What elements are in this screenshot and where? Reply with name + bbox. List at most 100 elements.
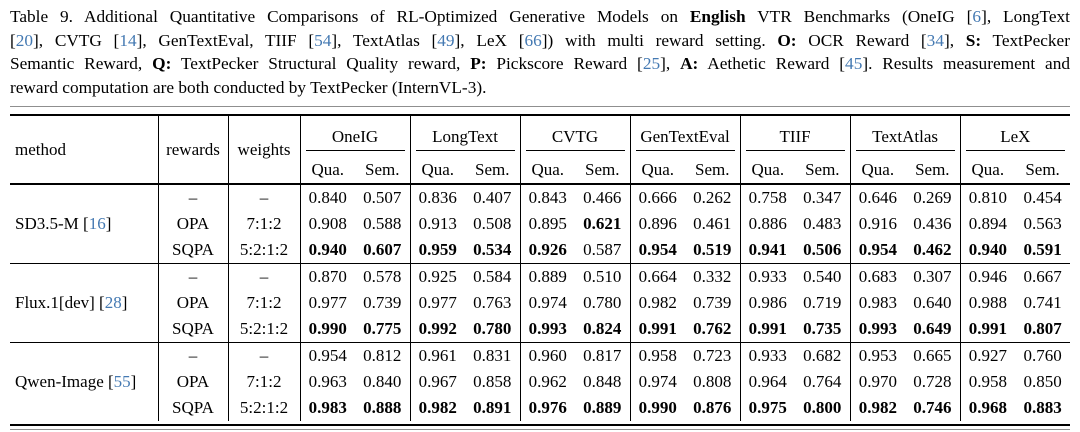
value-cell: 0.958 (968, 372, 1007, 392)
value-cell: 0.621 (575, 211, 631, 238)
value-cell: 0.723 (685, 342, 741, 370)
value-cell: 0.741 (1023, 293, 1062, 313)
value-cell: 0.646 (858, 188, 897, 208)
value-cell: 0.960 (520, 342, 576, 370)
citation-link[interactable]: 16 (88, 214, 106, 234)
value-cell: 0.683 (850, 263, 906, 291)
value-cell: 0.506 (795, 237, 851, 264)
value-cell: 0.983 (858, 293, 897, 313)
weights-cell: 7:1:2 (228, 369, 301, 396)
rewards-cell: – (158, 342, 229, 370)
value-cell: 0.508 (465, 211, 521, 238)
method-cell: Flux.1[dev] [28] (10, 263, 159, 343)
table-caption: Table 9. Additional Quantitative Compari… (10, 5, 1070, 99)
caption-text: ], LeX [ (454, 30, 525, 50)
caption-text: reward computation are both conducted by… (10, 77, 487, 97)
value-cell: 0.991 (748, 319, 787, 339)
value-cell: 0.840 (308, 188, 347, 208)
citation-link[interactable]: 6 (972, 7, 982, 26)
subcolumn-header: Qua. (850, 157, 906, 186)
value-cell: 0.664 (630, 263, 686, 291)
rewards-cell: OPA (158, 369, 229, 396)
bracket-open: [ (83, 214, 89, 234)
table-body: SD3.5-M [16] – –0.840 0.507 0.836 0.407 0.843 0… (10, 184, 1071, 422)
citation-link[interactable]: 28 (104, 293, 122, 313)
value-cell: 0.974 (638, 372, 677, 392)
caption-text: ], (660, 54, 681, 74)
value-cell: 0.990 (308, 319, 347, 339)
citation-link[interactable]: 55 (113, 372, 131, 392)
rewards-cell: – (158, 184, 229, 212)
bracket-close: ] (130, 372, 137, 392)
value-cell: 0.667 (1015, 263, 1071, 291)
value-cell: 0.812 (355, 342, 411, 370)
value-cell: 0.483 (795, 211, 851, 238)
benchmark-group-header: OneIG (300, 116, 411, 158)
value-cell: 0.649 (905, 316, 961, 343)
table-bottom-thin-rule (10, 429, 1070, 431)
benchmark-midrule (525, 147, 625, 152)
caption-line: Table 9. Additional Quantitative Compari… (10, 5, 1070, 29)
value-cell: 0.466 (575, 184, 631, 212)
table-header: method rewards weights OneIG LongText CVTG Gen… (10, 116, 1071, 186)
results-table-wrap: method rewards weights OneIG LongText CVTG Gen… (10, 106, 1071, 431)
subcolumn-header: Qua. (410, 157, 466, 186)
citation-link[interactable]: 54 (314, 30, 332, 50)
value-cell: 0.666 (638, 188, 677, 208)
value-cell: 0.990 (638, 398, 677, 418)
value-cell: 0.780 (465, 316, 521, 343)
value-cell: 0.848 (575, 369, 631, 396)
value-cell: 0.993 (528, 319, 567, 339)
value-cell: 0.954 (300, 342, 355, 370)
rewards-cell: – (158, 263, 229, 291)
method-name: Qwen-Image (15, 372, 104, 392)
benchmark-name: LeX (1000, 127, 1031, 147)
value-cell: 0.735 (795, 316, 851, 343)
citation-link[interactable]: 45 (845, 54, 863, 74)
weights-cell: – (228, 342, 301, 370)
rewards-column-header: rewards (158, 116, 229, 186)
citation-link[interactable]: 20 (15, 30, 34, 50)
value-cell: 0.607 (355, 237, 411, 264)
value-cell: 0.763 (465, 290, 521, 317)
value-cell: 0.858 (465, 369, 521, 396)
table-row: Flux.1[dev] [28] – –0.870 0.578 0.925 0.584 0.… (10, 263, 1071, 343)
subcolumn-header: Sem. (575, 157, 631, 186)
value-cell: 0.332 (685, 263, 741, 291)
benchmark-name: GenTextEval (640, 127, 730, 147)
subcolumn-header: Qua. (520, 157, 576, 186)
value-cell: 0.775 (355, 316, 411, 343)
table-top-thin-rule (10, 106, 1070, 108)
value-cell: 0.519 (685, 237, 741, 264)
benchmark-midrule (305, 147, 405, 152)
value-cell: 0.824 (575, 316, 631, 343)
bracket-close: ] (121, 293, 128, 313)
citation-link[interactable]: 14 (119, 30, 137, 50)
value-cell: 0.964 (748, 372, 787, 392)
citation-link[interactable]: 25 (642, 54, 661, 74)
value-cell: 0.963 (308, 372, 347, 392)
benchmark-group-header: GenTextEval (630, 116, 741, 158)
value-cell: 0.591 (1023, 240, 1062, 260)
value-cell: 0.940 (308, 240, 347, 260)
value-cell: 0.800 (795, 395, 851, 422)
value-cell: 0.578 (355, 263, 411, 291)
value-cell: 0.883 (1023, 398, 1062, 418)
caption-text: Table 9. Additional Quantitative Compari… (10, 7, 690, 26)
value-cell: 0.908 (308, 214, 347, 234)
citation-link[interactable]: 66 (524, 30, 542, 50)
value-cell: 0.510 (575, 263, 631, 291)
value-cell: 0.840 (355, 369, 411, 396)
value-cell: 0.889 (520, 263, 576, 291)
citation-link[interactable]: 34 (926, 30, 944, 50)
citation-link[interactable]: 49 (437, 30, 455, 50)
value-cell: 0.961 (410, 342, 466, 370)
value-cell: 0.307 (905, 263, 961, 291)
bracket-open: [ (99, 293, 105, 313)
subcolumn-header: Sem. (905, 157, 961, 186)
value-cell: 0.262 (685, 184, 741, 212)
subcolumn-header: Sem. (355, 157, 411, 186)
table-bottom-rule (10, 424, 1070, 427)
value-cell: 0.587 (575, 237, 631, 264)
value-cell: 0.836 (418, 188, 457, 208)
